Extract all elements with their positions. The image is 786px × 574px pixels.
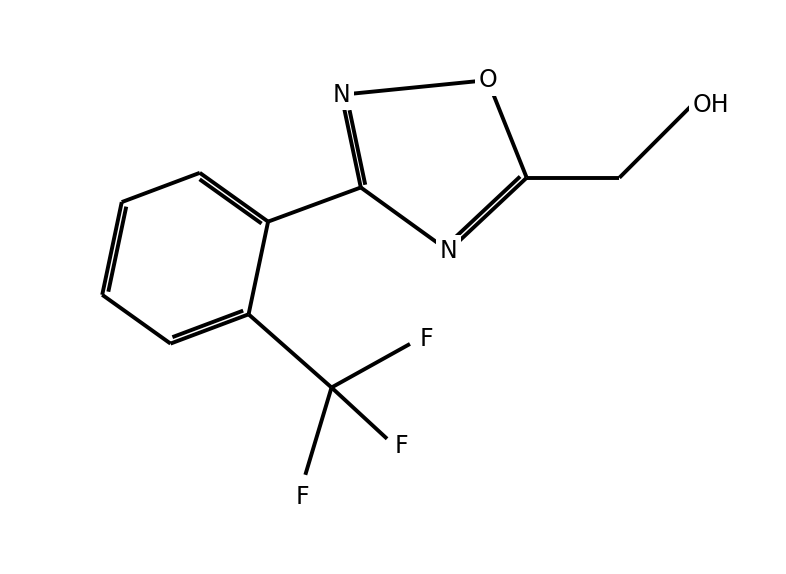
Text: F: F [296, 485, 309, 509]
Text: OH: OH [692, 92, 729, 117]
Text: N: N [332, 83, 350, 107]
Text: F: F [395, 434, 409, 458]
Text: N: N [439, 239, 457, 263]
Text: F: F [420, 327, 433, 351]
Text: O: O [478, 68, 497, 92]
Text: OH: OH [692, 92, 729, 117]
